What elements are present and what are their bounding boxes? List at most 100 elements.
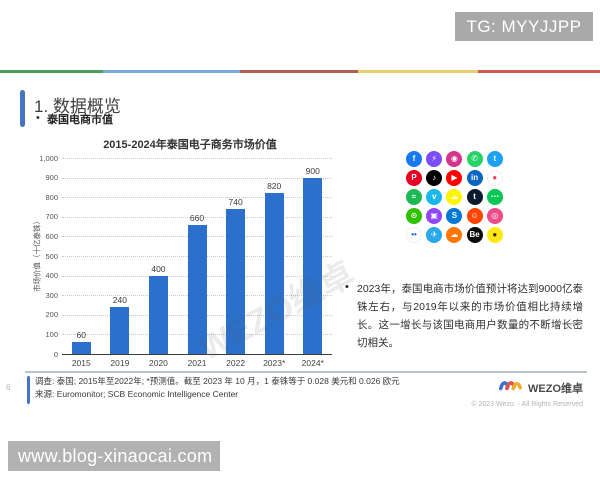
insight-bullet: • [345, 281, 349, 293]
rule-segment-1 [0, 70, 103, 73]
soundcloud-icon: ☁ [446, 227, 463, 243]
url-watermark-badge: www.blog-xinaocai.com [8, 441, 220, 471]
colored-divider-rule [0, 70, 600, 73]
vimeo-icon: v [426, 189, 443, 205]
bar-value-label: 60 [76, 330, 87, 341]
y-tick-label: 1,000 [39, 153, 58, 163]
bar-value-label: 820 [267, 181, 282, 192]
youtube-icon: ▶ [446, 170, 463, 186]
twitch-icon: ▣ [426, 208, 443, 224]
pinterest-icon: P [406, 170, 422, 186]
reddit-icon: ☺ [466, 208, 483, 224]
page-number: 6 [6, 383, 11, 392]
x-tick-label: 2024* [301, 358, 324, 368]
wezo-logo-icon [497, 377, 524, 398]
x-tick-label: 2020 [148, 358, 168, 368]
bar-chart: 2015-2024年泰国电子商务市场价值 市场价值（十亿泰铢） 1,000 900… [33, 134, 361, 370]
x-tick-label: 2019 [110, 358, 130, 368]
bar-column-2023*: 820 [255, 181, 294, 354]
y-tick-label: 400 [45, 271, 58, 281]
bar-2019 [110, 306, 130, 354]
title-accent-bar [20, 90, 25, 127]
gridline [62, 158, 332, 159]
y-tick-label: 600 [45, 231, 58, 241]
y-tick-label: 700 [45, 212, 58, 222]
tumblr-icon: t [466, 189, 483, 205]
social-icons-grid: f ⚡ ◉ ✆ t P ♪ ▶ in ● ≈ v ☁ t ⋯ ⊙ ▣ S ☺ ◎ •• ✈ ☁ Be ● [406, 151, 504, 243]
footnote-source: 来源: Euromonitor; SCB Economic Intelligen… [35, 389, 239, 400]
wezo-logo-text: WEZO维卓 [528, 382, 583, 395]
rule-segment-2 [103, 70, 240, 73]
rule-segment-5 [478, 70, 600, 73]
whatsapp-icon: ✆ [466, 151, 483, 167]
twitter-icon: t [486, 151, 503, 167]
gridline [62, 197, 332, 199]
page-title: 1. 数据概览 [34, 97, 121, 116]
x-tick-label: 2015 [71, 358, 91, 368]
x-axis-line [62, 354, 332, 355]
branding: WEZO维卓 © 2023 Wezo. - All Rights Reserve… [471, 377, 583, 408]
x-tick-label: 2023* [263, 358, 286, 368]
chart-plot-area: 市场价值（十亿泰铢） 1,000 900 800 700 600 500 400 300 200… [33, 154, 332, 368]
bar-column-2024*: 900 [293, 166, 332, 354]
y-tick-label: 0 [53, 349, 58, 359]
bar-column-2020: 400 [139, 264, 178, 354]
tiktok-icon: ♪ [426, 170, 443, 186]
bar-column-2015: 60 [62, 330, 101, 354]
subtitle-bullet: • [36, 112, 40, 124]
behance-icon: Be [466, 227, 483, 243]
bar-2015 [71, 342, 91, 354]
rule-segment-4 [358, 70, 478, 73]
bar-2021 [187, 224, 207, 354]
wechat-icon: ⊙ [406, 208, 422, 224]
bars-container: 60 240 400 660 740 820 900 [62, 158, 332, 354]
flickr-icon: •• [406, 227, 422, 243]
bar-2023* [264, 193, 284, 354]
linkedin-icon: in [466, 170, 483, 186]
y-tick-label: 300 [45, 290, 58, 300]
footnote-survey: 调查: 泰国; 2015年至2022年; *预测值。截至 2023 年 10 月… [35, 376, 400, 386]
y-tick-label: 500 [45, 251, 58, 261]
bar-2024* [303, 177, 323, 354]
messenger-icon: ⚡ [426, 151, 443, 167]
footnotes: 调查: 泰国; 2015年至2022年; *预测值。截至 2023 年 10 月… [35, 375, 400, 401]
x-axis-labels: 2015 2019 2020 2021 2022 2023* 2024* [62, 358, 332, 368]
chart-title: 2015-2024年泰国电子商务市场价值 [103, 139, 277, 151]
bar-2022 [226, 208, 246, 354]
bar-value-label: 240 [112, 294, 127, 305]
telegram-icon: ✈ [426, 227, 443, 243]
snapchat-icon: ☁ [446, 189, 463, 205]
y-tick-label: 800 [45, 192, 58, 202]
bar-value-label: 740 [228, 196, 243, 207]
gridline [62, 177, 332, 179]
spotify-icon: ≈ [406, 189, 422, 205]
bar-value-label: 660 [189, 212, 205, 223]
x-tick-label: 2021 [187, 358, 207, 368]
copyright-text: © 2023 Wezo. - All Rights Reserved [471, 401, 583, 408]
bar-column-2021: 660 [178, 213, 217, 354]
skype-icon: S [446, 208, 463, 224]
x-tick-label: 2022 [226, 358, 246, 368]
y-tick-label: 900 [45, 173, 58, 183]
bar-value-label: 400 [151, 263, 166, 274]
y-tick-label: 200 [45, 310, 58, 320]
instagram-icon: ◉ [446, 151, 463, 167]
subtitle: 泰国电商市值 [47, 114, 113, 126]
tg-contact-badge: TG: MYYJJPP [455, 12, 593, 41]
facebook-icon: f [406, 151, 422, 167]
periscope-icon: ● [486, 170, 503, 186]
footnote-accent-bar [27, 376, 30, 404]
rule-segment-3 [240, 70, 358, 73]
footer-divider [25, 371, 587, 373]
bar-column-2019: 240 [101, 295, 140, 354]
y-tick-label: 100 [45, 329, 58, 339]
bar-2020 [148, 275, 168, 354]
gridline [62, 216, 332, 218]
dribbble-icon: ◎ [486, 208, 503, 224]
insight-text: 2023年，泰国电商市场价值预计将达到9000亿泰铢左右，与2019年以来的市场… [357, 283, 583, 350]
bar-column-2022: 740 [216, 197, 255, 354]
bar-value-label: 900 [305, 165, 320, 176]
line-icon: ⋯ [486, 189, 503, 205]
kakaotalk-icon: ● [486, 227, 503, 243]
